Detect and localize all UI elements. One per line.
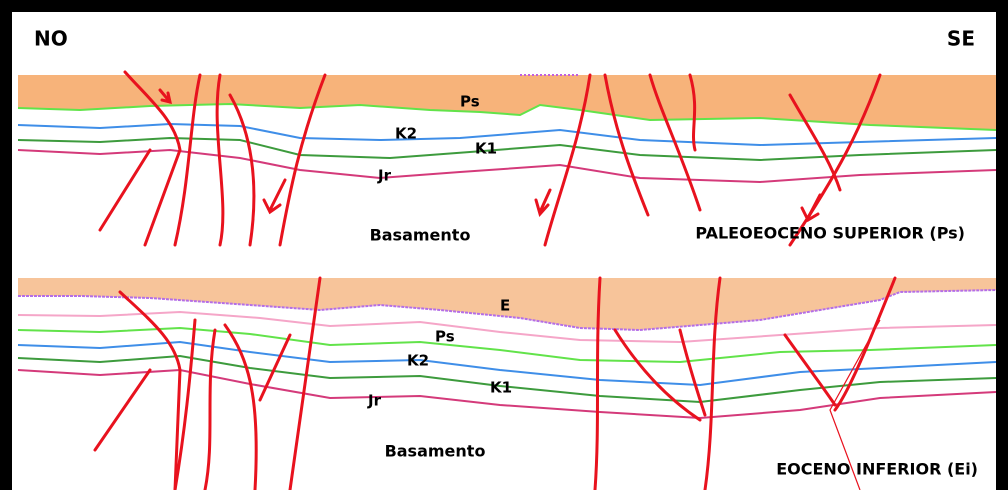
separator: [12, 270, 996, 277]
layer-label: Ps: [435, 328, 455, 346]
panel-title: PALEOEOCENO SUPERIOR (Ps): [695, 224, 965, 243]
layer-label: Ps: [460, 93, 480, 111]
header-right: SE: [947, 27, 975, 51]
layer-label: E: [500, 297, 510, 315]
layer-label: K1: [490, 379, 512, 397]
panel-title: EOCENO INFERIOR (Ei): [776, 460, 978, 479]
layer-label: Basamento: [385, 442, 486, 461]
layer-label: Basamento: [370, 226, 471, 245]
layer-label: Jr: [367, 392, 382, 410]
layer-label: K2: [395, 125, 417, 143]
header-left: NO: [34, 27, 68, 51]
cross-section: NO SE Ps K2 K1 Jr Basa: [0, 0, 1008, 490]
layer-label: K2: [407, 352, 429, 370]
page: NO SE Ps K2 K1 Jr Basa: [0, 0, 1008, 490]
layer-label: K1: [475, 140, 497, 158]
layer-label: Jr: [377, 167, 392, 185]
